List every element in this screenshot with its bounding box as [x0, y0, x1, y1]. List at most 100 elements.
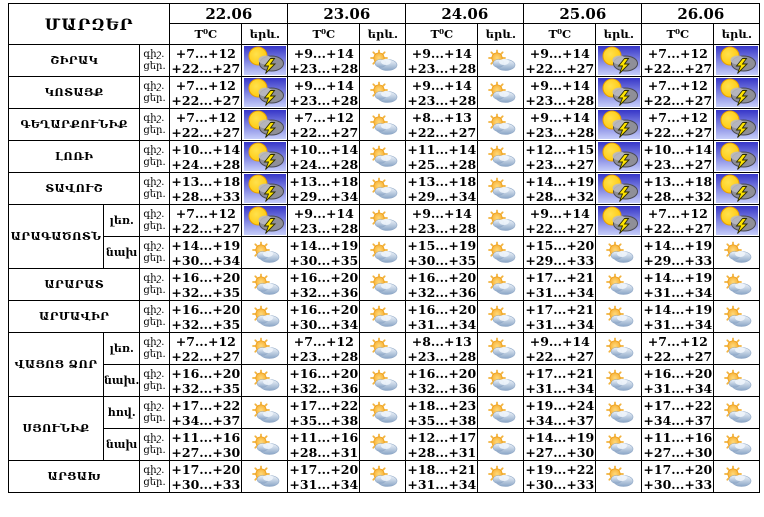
night-temperature: +16...+20 [407, 365, 477, 381]
weather-icon-cell [713, 396, 761, 429]
zone-label-cell: լեռ. [102, 332, 141, 365]
night-temperature: +16...+20 [407, 301, 477, 317]
day-temperature: +32...+36 [407, 380, 477, 396]
time-labels-cell: գիշ. ցեր. [139, 204, 171, 237]
date-header: 24.06 [405, 3, 525, 24]
day-temperature: +29...+33 [525, 252, 595, 268]
weather-icon-cell [477, 140, 525, 173]
weather-icon-cell [241, 236, 289, 269]
night-temperature: +16...+20 [407, 269, 477, 285]
sun-behind-cloud-icon [723, 401, 752, 423]
weather-icon-cell [241, 332, 289, 365]
sun-behind-cloud-icon [487, 241, 516, 263]
weather-icon-cell [713, 332, 761, 365]
day-temperature: +31...+34 [643, 380, 713, 396]
temp-column-header: T⁰C [641, 23, 715, 45]
night-temperature: +14...+19 [289, 237, 359, 253]
sun-behind-cloud-icon [369, 241, 398, 263]
day-temperature: +30...+33 [525, 476, 595, 492]
temperature-cell: +17...+22 +34...+37 [641, 396, 715, 429]
night-temperature: +12...+15 [525, 141, 595, 157]
sun-behind-cloud-icon [723, 465, 752, 487]
sun-cloud-lightning-icon [597, 142, 640, 171]
temperature-cell: +8...+13 +23...+28 [405, 332, 479, 365]
weather-icon-cell [713, 268, 761, 301]
night-label: գիշ. [143, 400, 165, 412]
night-temperature: +17...+21 [525, 269, 595, 285]
temperature-cell: +7...+12 +22...+27 [641, 204, 715, 237]
weather-icon-cell [713, 460, 761, 493]
weather-icon-cell [477, 300, 525, 333]
weather-icon-cell [713, 76, 761, 109]
sun-behind-cloud-icon [723, 305, 752, 327]
night-temperature: +16...+20 [643, 365, 713, 381]
temperature-cell: +9...+14 +22...+27 [523, 44, 597, 77]
sun-behind-cloud-icon [369, 177, 398, 199]
temperature-cell: +7...+12 +22...+27 [169, 204, 243, 237]
time-labels-cell: գիշ. ցեր. [139, 76, 171, 109]
weather-icon-cell [595, 364, 643, 397]
region-name-cell: ՍՅՈՒՆԻՔ [8, 396, 104, 461]
sun-behind-cloud-icon [369, 337, 398, 359]
weather-icon-cell [477, 44, 525, 77]
day-temperature: +28...+31 [407, 444, 477, 460]
sun-behind-cloud-icon [369, 433, 398, 455]
day-label: ցեր. [143, 124, 166, 136]
sun-behind-cloud-icon [251, 305, 280, 327]
night-temperature: +9...+14 [529, 77, 590, 93]
night-temperature: +7...+12 [175, 205, 236, 221]
day-temperature: +23...+28 [525, 92, 595, 108]
sun-cloud-lightning-icon [243, 110, 286, 139]
weather-icon-cell [477, 396, 525, 429]
sun-cloud-lightning-icon [243, 206, 286, 235]
day-temperature: +23...+28 [289, 348, 359, 364]
temperature-cell: +17...+22 +35...+38 [287, 396, 361, 429]
night-temperature: +17...+20 [643, 461, 713, 477]
weather-icon-cell [241, 460, 289, 493]
night-temperature: +7...+12 [647, 77, 708, 93]
sun-cloud-lightning-icon [597, 110, 640, 139]
night-temperature: +14...+19 [525, 173, 595, 189]
temperature-cell: +16...+20 +32...+35 [169, 300, 243, 333]
date-header: 26.06 [641, 3, 761, 24]
day-temperature: +31...+34 [407, 316, 477, 332]
sun-cloud-lightning-icon [715, 78, 758, 107]
night-temperature: +17...+22 [643, 397, 713, 413]
temperature-cell: +11...+14 +25...+28 [405, 140, 479, 173]
temperature-cell: +16...+20 +31...+34 [641, 364, 715, 397]
weather-icon-cell [595, 428, 643, 461]
weather-column-header: երև. [595, 23, 643, 45]
day-temperature: +32...+36 [289, 284, 359, 300]
night-temperature: +7...+12 [647, 45, 708, 61]
temperature-cell: +7...+12 +23...+28 [287, 332, 361, 365]
weather-icon-cell [713, 204, 761, 237]
night-label: գիշ. [143, 240, 165, 252]
temperature-cell: +9...+14 +23...+28 [523, 108, 597, 141]
night-temperature: +9...+14 [293, 205, 354, 221]
night-label: գիշ. [143, 80, 165, 92]
temperature-cell: +10...+14 +24...+28 [169, 140, 243, 173]
night-temperature: +16...+20 [289, 301, 359, 317]
weather-icon-cell [359, 428, 407, 461]
night-label: գիշ. [143, 304, 165, 316]
night-label: գիշ. [143, 176, 165, 188]
night-temperature: +17...+22 [289, 397, 359, 413]
sun-behind-cloud-icon [369, 81, 398, 103]
day-temperature: +27...+30 [525, 444, 595, 460]
weather-column-header: երև. [477, 23, 525, 45]
table-row: ԱՐԱԳԱԾՈՏՆ լեռ. գիշ. ցեր. +7...+12 +22...+27 +9… [8, 204, 761, 269]
region-name-cell: ՇԻՐԱԿ [7, 44, 141, 77]
day-label: ցեր. [143, 92, 166, 104]
temperature-cell: +14...+19 +28...+32 [523, 172, 597, 205]
temperature-cell: +18...+23 +35...+38 [405, 396, 479, 429]
weather-icon-cell [477, 268, 525, 301]
temperature-cell: +7...+12 +22...+27 [641, 76, 715, 109]
region-name-cell: ԼՈՌԻ [7, 140, 141, 173]
sun-behind-cloud-icon [487, 465, 516, 487]
day-label: ցեր. [143, 252, 166, 264]
temperature-cell: +16...+20 +32...+36 [287, 268, 361, 301]
temperature-cell: +9...+14 +23...+28 [405, 44, 479, 77]
weather-icon-cell [595, 236, 643, 269]
weather-icon-cell [359, 396, 407, 429]
forecast-table: ՄԱՐԶԵՐ 22.06 23.06 24.06 25.06 26.06 T⁰C երև. T⁰… [7, 3, 761, 493]
